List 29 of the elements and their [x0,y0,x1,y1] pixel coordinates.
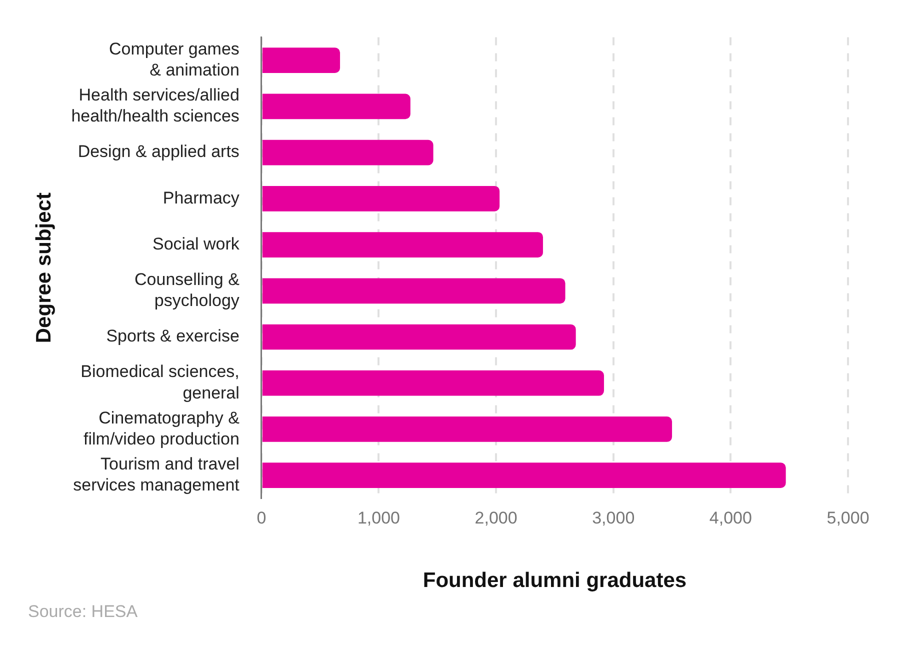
y-tick-label: Tourism and travel services management [73,454,240,495]
x-tick-label: 2,000 [474,508,518,528]
y-tick-label: Sports & exercise [106,326,240,346]
bar [262,370,604,396]
bar [262,462,786,488]
x-axis-title: Founder alumni graduates [422,569,687,592]
bar [262,140,434,166]
bar [262,324,576,350]
x-tick-label: 0 [256,508,266,528]
bar [262,278,566,304]
x-tick-label: 1,000 [357,508,400,528]
x-tick-label: 5,000 [826,508,870,528]
bar [262,48,340,73]
x-tick-label: 3,000 [592,508,635,528]
y-tick-label: Health services/allied health/health sciences [71,85,240,126]
y-tick-label: Pharmacy [162,188,240,208]
x-tick-label: 4,000 [709,508,752,528]
bar [262,232,543,258]
bar [262,94,410,120]
bar [262,186,500,212]
y-tick-label: Social work [152,234,240,254]
bar [262,416,672,442]
source-note: Source: HESA [28,602,139,622]
y-tick-label: Counselling & psychology [134,270,240,310]
y-tick-label: Design & applied arts [78,142,240,162]
y-axis-title: Degree subject [32,192,56,344]
y-tick-label: Biomedical sciences, general [80,362,240,402]
y-tick-label: Computer games & animation [109,39,240,80]
y-tick-label: Cinematography & film/video production [84,408,240,449]
